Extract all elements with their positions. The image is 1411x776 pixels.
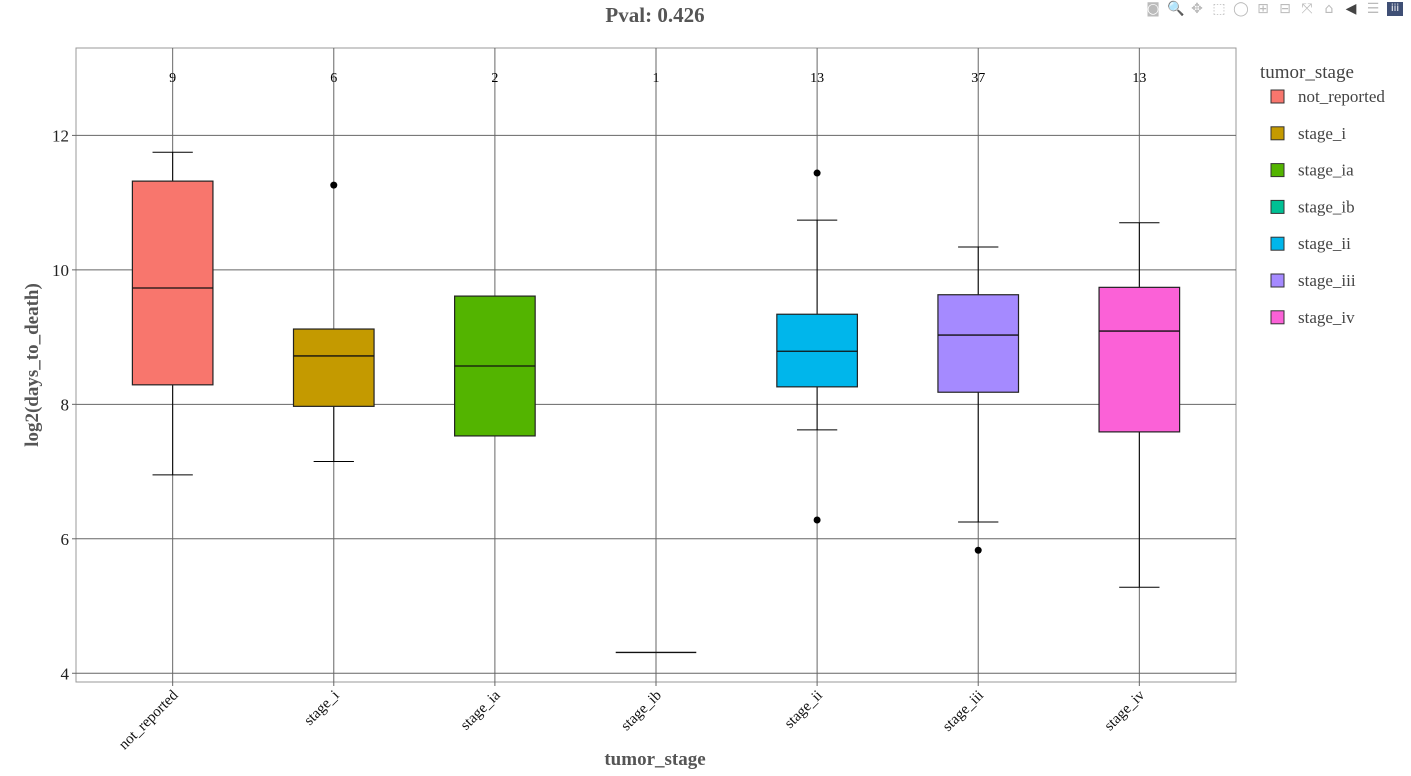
outlier-point [813,169,821,177]
hover-closest-icon[interactable]: ◀ [1345,1,1357,17]
home-icon[interactable]: ⌂ [1324,1,1334,17]
outlier-point [813,516,821,524]
box-select-icon[interactable]: ⬚ [1212,1,1226,17]
legend-swatch [1270,273,1285,288]
count-label: 1 [653,71,660,86]
legend-swatch [1270,126,1285,141]
x-tick-label: stage_ia [458,687,504,733]
legend-item-stage_ib[interactable]: stage_ib [1270,197,1355,216]
legend-item-stage_iv[interactable]: stage_iv [1270,308,1355,327]
outlier-point [974,546,982,554]
count-label: 37 [971,71,985,86]
legend-label: stage_iv [1298,308,1355,327]
legend-title: tumor_stage [1260,62,1354,83]
y-axis-label: log2(days_to_death) [22,283,43,447]
lasso-icon[interactable]: ◯ [1233,1,1249,17]
legend-swatch [1270,163,1285,178]
count-label: 9 [169,71,176,86]
count-label: 13 [810,71,824,86]
zoom-in-icon[interactable]: ⊞ [1257,1,1269,17]
x-axis-label: tumor_stage [604,749,705,770]
legend-item-stage_i[interactable]: stage_i [1270,124,1346,143]
y-tick-label: 8 [61,395,70,414]
pan-icon[interactable]: ✥ [1191,1,1203,17]
legend-label: not_reported [1298,87,1385,106]
legend-item-not_reported[interactable]: not_reported [1270,87,1385,106]
y-tick-label: 6 [61,530,70,549]
modebar: ◙ 🔍 ✥ ⬚ ◯ ⊞ ⊟ ⤧ ⌂ ◀ ☰ iii [1145,0,1403,18]
x-tick-label: stage_iv [1101,687,1148,734]
legend-label: stage_iii [1298,271,1356,290]
autoscale-icon[interactable]: ⤧ [1301,1,1313,17]
x-tick-label: stage_iii [940,688,987,735]
legend-item-stage_ii[interactable]: stage_ii [1270,234,1351,253]
zoom-out-icon[interactable]: ⊟ [1279,1,1291,17]
box-stage_iv [1098,286,1181,433]
chart-title: Pval: 0.426 [605,3,704,27]
legend-item-stage_iii[interactable]: stage_iii [1270,271,1356,290]
plotly-logo-icon[interactable]: iii [1387,2,1403,16]
legend-label: stage_ib [1298,197,1355,216]
x-tick-label: stage_ii [782,688,826,732]
y-tick-label: 4 [61,664,70,683]
y-tick-label: 10 [52,261,69,280]
outlier-point [330,181,338,189]
legend-swatch [1270,236,1285,251]
hover-compare-icon[interactable]: ☰ [1366,1,1380,17]
legend-label: stage_i [1298,124,1346,143]
legend-swatch [1270,89,1285,104]
legend-swatch [1270,199,1285,214]
box-stage_i [292,328,375,407]
legend-label: stage_ia [1298,161,1354,180]
y-tick-label: 12 [52,126,69,145]
box-stage_ii [776,313,858,388]
box-stage_iii [937,294,1020,393]
x-tick-label: stage_ib [618,688,665,735]
count-label: 2 [491,71,498,86]
x-tick-label: stage_i [301,688,342,729]
zoom-icon[interactable]: 🔍 [1167,1,1185,17]
box-not_reported [131,180,214,386]
legend-label: stage_ii [1298,234,1351,253]
count-label: 6 [330,71,337,86]
legend-item-stage_ia[interactable]: stage_ia [1270,161,1354,180]
x-tick-label: not_reported [116,687,182,753]
legend-swatch [1270,310,1285,325]
count-label: 13 [1132,71,1146,86]
camera-icon[interactable]: ◙ [1146,1,1160,17]
